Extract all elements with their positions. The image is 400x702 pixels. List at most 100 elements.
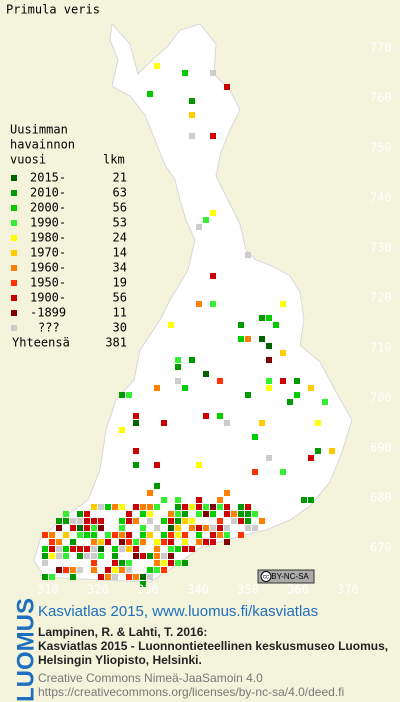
record-square [266, 357, 272, 363]
record-square [266, 455, 272, 461]
record-square [49, 553, 55, 559]
record-square [259, 315, 265, 321]
record-square [252, 525, 258, 531]
record-square [245, 392, 251, 398]
record-square [196, 539, 202, 545]
record-square [84, 511, 90, 517]
record-square [168, 322, 174, 328]
record-square [105, 532, 111, 538]
record-square [119, 504, 125, 510]
license: Creative Commons Nimeä-JaaSamoin 4.0 [38, 671, 263, 685]
y-tick-label: 700 [370, 391, 392, 405]
legend-count: 24 [113, 231, 127, 245]
record-square [126, 546, 132, 552]
legend-count: 30 [113, 321, 127, 335]
record-square [98, 546, 104, 552]
record-square [63, 546, 69, 552]
record-square [126, 511, 132, 517]
legend-count: 21 [113, 171, 127, 185]
record-square [70, 567, 76, 573]
record-square [140, 504, 146, 510]
record-square [189, 504, 195, 510]
record-square [112, 560, 118, 566]
record-square [77, 553, 83, 559]
record-square [308, 455, 314, 461]
record-square [210, 539, 216, 545]
record-square [154, 483, 160, 489]
record-square [203, 525, 209, 531]
record-square [252, 434, 258, 440]
x-tick-label: 360 [287, 583, 309, 597]
record-square [175, 497, 181, 503]
record-square [133, 504, 139, 510]
record-square [56, 567, 62, 573]
record-square [154, 567, 160, 573]
legend-label: 1950- [30, 276, 66, 290]
record-square [56, 546, 62, 552]
y-tick-label: 750 [370, 141, 392, 155]
record-square [154, 63, 160, 69]
legend-count: 53 [113, 216, 127, 230]
legend-label: 2000- [30, 201, 66, 215]
record-square [133, 518, 139, 524]
record-square [266, 315, 272, 321]
record-square [238, 336, 244, 342]
record-square [133, 574, 139, 580]
legend-swatch [11, 175, 17, 181]
legend-label: 1900- [30, 291, 66, 305]
record-square [280, 350, 286, 356]
record-square [168, 511, 174, 517]
legend-count: 19 [113, 276, 127, 290]
record-square [112, 574, 118, 580]
record-square [238, 518, 244, 524]
legend-swatch [11, 310, 17, 316]
record-square [98, 539, 104, 545]
record-square [210, 133, 216, 139]
record-square [168, 532, 174, 538]
record-square [245, 518, 251, 524]
record-square [105, 567, 111, 573]
record-square [161, 497, 167, 503]
record-square [245, 252, 251, 258]
legend-title: havainnon [10, 138, 75, 152]
y-tick-label: 690 [370, 441, 392, 455]
record-square [77, 546, 83, 552]
record-square [259, 420, 265, 426]
cc-badge-text: BY-NC-SA [271, 572, 309, 581]
record-square [77, 567, 83, 573]
record-square [175, 532, 181, 538]
record-square [133, 546, 139, 552]
record-square [70, 518, 76, 524]
record-square [245, 511, 251, 517]
record-square [112, 553, 118, 559]
record-square [224, 504, 230, 510]
record-square [294, 392, 300, 398]
record-square [168, 539, 174, 545]
record-square [49, 546, 55, 552]
record-square [245, 336, 251, 342]
record-square [189, 518, 195, 524]
record-square [63, 532, 69, 538]
record-square [119, 567, 125, 573]
record-square [91, 539, 97, 545]
record-square [140, 532, 146, 538]
y-tick-label: 760 [370, 91, 392, 105]
y-tick-label: 730 [370, 241, 392, 255]
record-square [210, 504, 216, 510]
record-square [147, 518, 153, 524]
record-square [119, 392, 125, 398]
record-square [238, 322, 244, 328]
record-square [133, 462, 139, 468]
record-square [126, 567, 132, 573]
record-square [182, 546, 188, 552]
record-square [217, 504, 223, 510]
legend-count-header: lkm [103, 153, 125, 167]
record-square [119, 525, 125, 531]
record-square [126, 574, 132, 580]
record-square [175, 518, 181, 524]
record-square [259, 518, 265, 524]
record-square [42, 546, 48, 552]
record-square [154, 553, 160, 559]
record-square [266, 343, 272, 349]
record-square [203, 371, 209, 377]
